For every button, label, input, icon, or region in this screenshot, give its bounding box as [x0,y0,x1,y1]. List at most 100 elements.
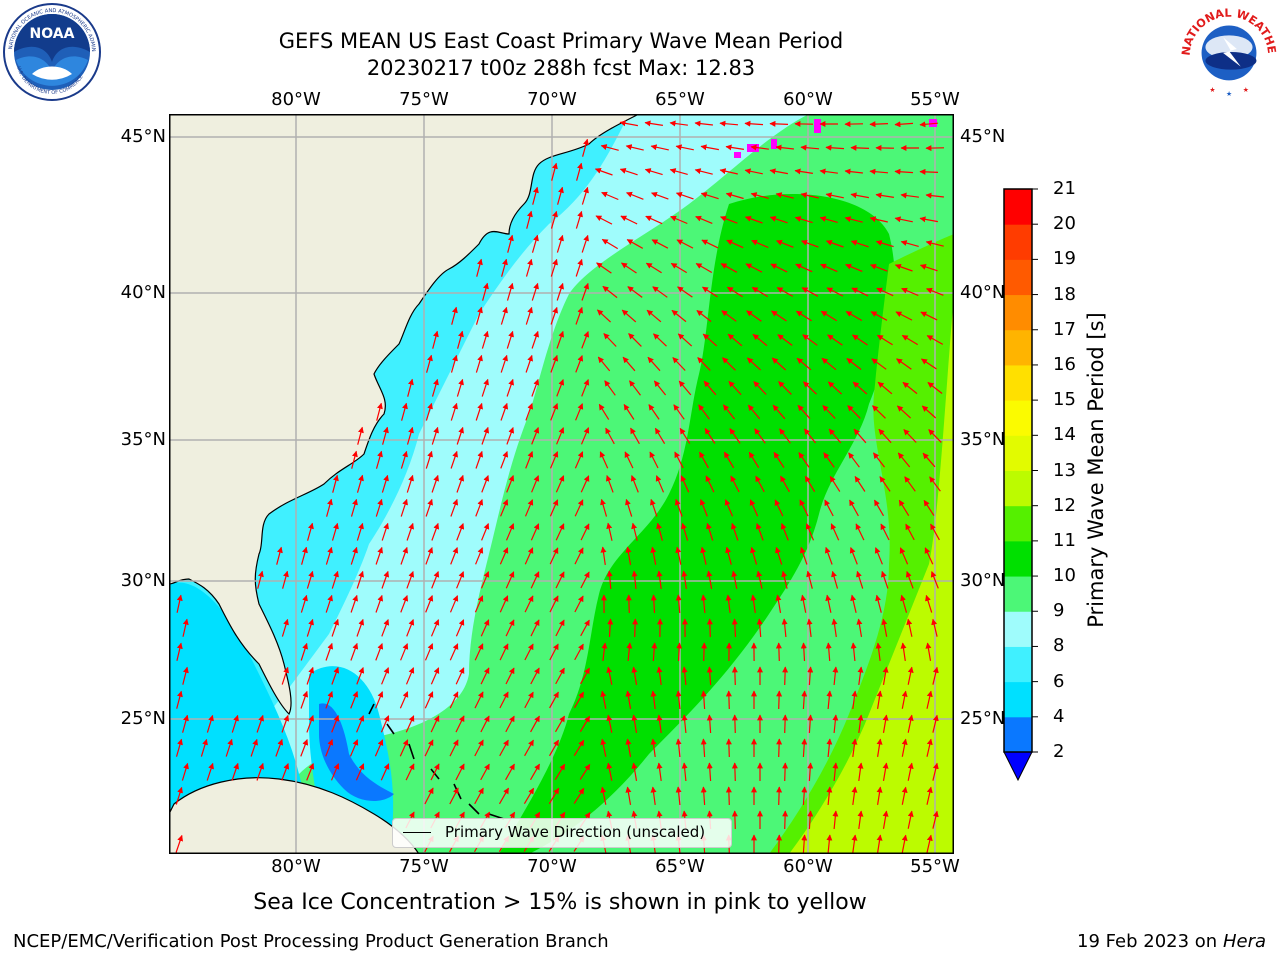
wave-direction-arrow [901,287,919,297]
wave-direction-arrow [625,786,632,805]
wave-direction-arrow [349,739,359,757]
wave-direction-arrow [281,666,289,685]
wave-direction-arrow [699,451,709,469]
colorbar-band [1004,611,1032,647]
wave-direction-arrow [621,262,637,274]
sea-ice-note: Sea Ice Concentration > 15% is shown in … [253,890,867,915]
lat-tick-left-40n: 40°N [120,282,166,303]
wave-direction-arrow [375,691,384,709]
wave-direction-arrow [376,402,383,421]
wave-direction-arrow [631,714,638,733]
wave-direction-arrow [825,239,844,248]
wave-direction-arrow [600,546,607,565]
wave-direction-arrow [723,451,735,469]
wave-direction-arrow [225,738,233,757]
wave-direction-arrow [850,144,870,151]
wave-direction-arrow [725,144,744,151]
wave-direction-arrow [550,210,558,229]
wave-direction-arrow [499,643,509,661]
wave-direction-arrow [849,499,859,517]
wave-direction-arrow [924,547,934,565]
wave-direction-arrow [481,330,489,349]
footer-host: Hera [1222,931,1266,952]
wave-direction-arrow [775,144,794,151]
wave-direction-arrow [721,310,737,322]
colorbar-tick: 19 [1053,248,1076,270]
wave-direction-arrow [669,120,688,127]
wave-direction-arrow [794,216,813,224]
wave-direction-arrow [775,594,782,613]
lat-tick-left-30n: 30°N [120,570,166,591]
wave-direction-arrow [832,762,839,782]
wave-direction-arrow [499,691,509,709]
wave-direction-arrow [531,427,540,445]
wave-direction-arrow [406,571,415,589]
wave-direction-arrow [350,642,359,661]
wave-direction-arrow [669,168,688,175]
wave-direction-arrow [720,263,738,273]
wave-direction-arrow [456,378,464,397]
wave-direction-arrow [926,834,933,853]
wave-direction-arrow [894,121,914,128]
wave-direction-arrow [600,786,607,805]
wave-direction-arrow [726,286,743,298]
wave-direction-arrow [555,619,565,637]
wave-direction-arrow [807,762,814,782]
wave-direction-arrow [901,786,908,805]
wave-direction-arrow [801,239,819,248]
wave-direction-arrow [851,690,858,709]
wave-direction-arrow [731,618,738,638]
wave-direction-arrow [481,378,489,397]
colorbar-tick: 6 [1053,670,1065,692]
chart-title: GEFS MEAN US East Coast Primary Wave Mea… [278,29,844,53]
wave-direction-arrow [625,594,632,614]
wave-direction-arrow [800,642,807,662]
lat-tick-right-25n: 25°N [960,708,1006,729]
wave-direction-arrow [606,570,613,590]
wave-direction-arrow [774,499,784,517]
wave-direction-arrow [306,763,315,781]
wave-direction-arrow [798,452,810,468]
wave-direction-arrow [531,378,540,397]
wave-direction-arrow [406,474,414,493]
wave-direction-arrow [481,475,490,493]
wave-direction-arrow [857,810,864,829]
wave-direction-arrow [499,595,509,613]
wave-direction-arrow [894,263,913,272]
wave-direction-arrow [432,330,439,349]
wave-direction-arrow [825,144,845,151]
wave-direction-arrow [425,450,433,469]
wave-direction-arrow [598,403,610,420]
wave-direction-arrow [357,426,364,445]
wave-direction-arrow [894,168,914,175]
colorbar-band [1004,681,1032,718]
wave-direction-arrow [475,306,483,325]
wave-direction-arrow [573,787,585,804]
wave-direction-arrow [450,354,458,373]
colorbar-band [1004,329,1032,366]
wave-direction-arrow [505,715,515,733]
wave-direction-arrow [619,120,639,127]
wave-direction-arrow [851,738,858,757]
wave-direction-arrow [605,475,614,493]
colorbar-label: Primary Wave Mean Period [s] [1084,312,1108,628]
wave-direction-arrow [926,335,944,345]
lon-tick-bottom-65w: 65°W [655,856,705,877]
wave-direction-arrow [449,643,459,661]
wave-direction-arrow [907,714,914,733]
lon-tick-top-60w: 60°W [783,89,833,110]
wave-direction-arrow [655,475,665,493]
wave-direction-arrow [845,263,863,272]
wave-direction-arrow [730,475,740,493]
wave-direction-arrow [374,739,384,757]
wave-direction-arrow [200,738,208,757]
wave-direction-arrow [480,667,490,685]
wave-direction-arrow [532,186,539,205]
wave-direction-arrow [781,618,788,638]
wave-direction-arrow [706,618,713,638]
wave-direction-arrow [700,192,719,200]
colorbar-band [1004,294,1032,331]
wave-direction-arrow [647,356,661,372]
wave-direction-arrow [782,810,789,830]
wave-direction-arrow [850,240,869,248]
